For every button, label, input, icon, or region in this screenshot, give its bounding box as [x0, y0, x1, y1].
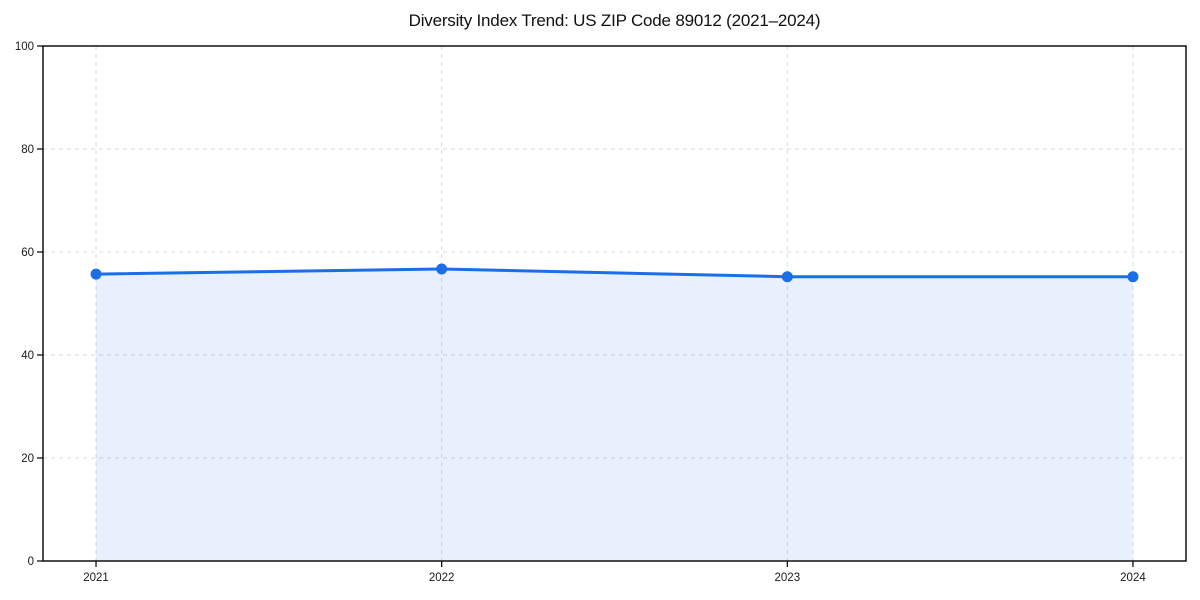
y-tick-label: 100	[15, 41, 34, 53]
chart-title: Diversity Index Trend: US ZIP Code 89012…	[408, 11, 821, 30]
area-fill	[96, 268, 1133, 561]
y-tick-label: 60	[21, 247, 34, 259]
x-tick-label: 2023	[775, 572, 801, 584]
data-point-2022	[436, 263, 448, 275]
plot-area	[43, 46, 1186, 561]
data-point-2023	[781, 271, 793, 283]
x-tick-label: 2024	[1120, 572, 1146, 584]
y-tick-label: 40	[21, 350, 34, 362]
plot-border	[42, 45, 1187, 562]
y-tick-label: 80	[21, 144, 34, 156]
data-point-2024	[1127, 271, 1139, 283]
trend-line	[94, 267, 1135, 279]
y-tick-label: 0	[28, 556, 34, 568]
x-tick-label: 2021	[83, 572, 109, 584]
x-tick-label: 2022	[429, 572, 455, 584]
y-tick-label: 20	[21, 453, 34, 465]
data-point-2021	[90, 268, 102, 280]
